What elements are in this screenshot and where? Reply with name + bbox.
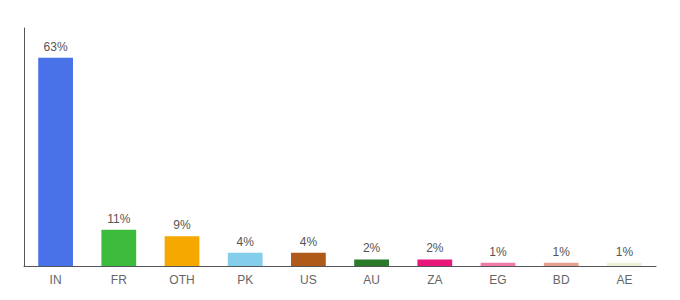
- svg-text:1%: 1%: [616, 245, 634, 259]
- svg-text:OTH: OTH: [169, 273, 194, 287]
- svg-text:11%: 11%: [107, 212, 130, 226]
- svg-text:4%: 4%: [237, 235, 255, 249]
- svg-text:1%: 1%: [553, 245, 571, 259]
- svg-text:AU: AU: [363, 273, 380, 287]
- svg-text:4%: 4%: [300, 235, 318, 249]
- svg-text:PK: PK: [237, 273, 253, 287]
- svg-text:9%: 9%: [173, 218, 191, 232]
- svg-text:BD: BD: [553, 273, 570, 287]
- svg-text:EG: EG: [489, 273, 506, 287]
- svg-text:FR: FR: [111, 273, 127, 287]
- svg-text:63%: 63%: [44, 40, 68, 54]
- svg-text:AE: AE: [616, 273, 632, 287]
- svg-text:2%: 2%: [426, 241, 444, 255]
- svg-text:ZA: ZA: [427, 273, 442, 287]
- svg-text:1%: 1%: [489, 245, 507, 259]
- svg-text:US: US: [300, 273, 317, 287]
- svg-text:2%: 2%: [363, 241, 381, 255]
- svg-text:IN: IN: [50, 273, 62, 287]
